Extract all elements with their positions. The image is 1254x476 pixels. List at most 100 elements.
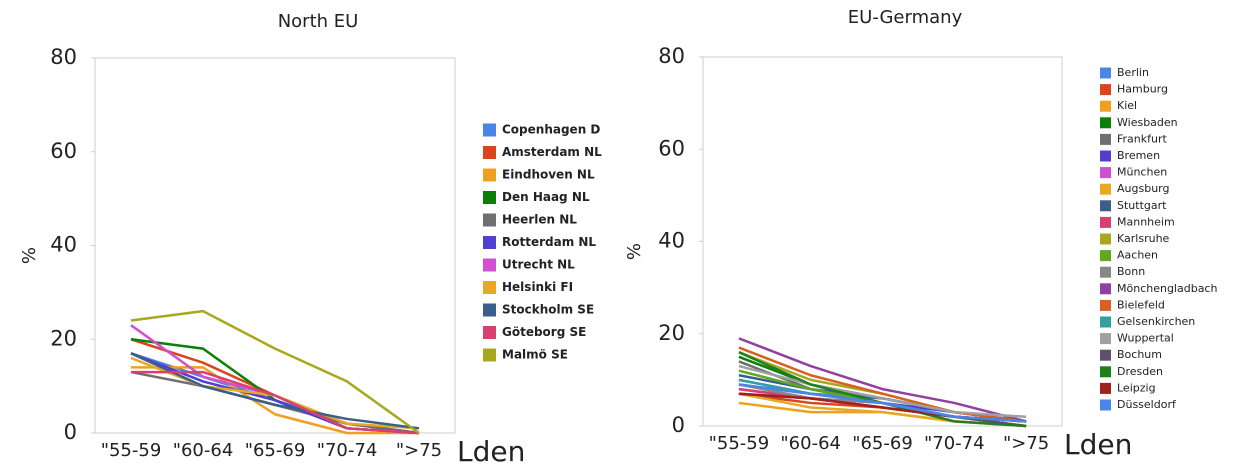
legend-label: Aachen <box>1117 249 1158 262</box>
legend-swatch <box>483 281 496 294</box>
legend-label: Bonn <box>1117 265 1145 278</box>
x-tick-label: ">75 <box>396 440 442 461</box>
legend-swatch <box>483 236 496 249</box>
y-tick-label: 80 <box>658 44 685 68</box>
legend-swatch <box>1100 183 1111 195</box>
legend-swatch <box>483 326 496 339</box>
series-line <box>738 346 1027 423</box>
legend-label: Kiel <box>1117 99 1137 112</box>
x-axis-label: Lden <box>1064 428 1132 461</box>
x-tick-label: "55-59 <box>709 433 770 454</box>
x-tick-label: "55-59 <box>101 440 162 461</box>
y-tick-label: 60 <box>50 139 77 163</box>
series-line <box>130 324 420 435</box>
legend-label: Dresden <box>1117 365 1163 378</box>
legend-label: Berlin <box>1117 66 1149 79</box>
legend-label: Helsinki FI <box>502 280 573 294</box>
series-line <box>738 383 1027 423</box>
legend-swatch <box>1100 150 1111 162</box>
y-tick-label: 40 <box>658 229 685 253</box>
legend-label: Frankfurt <box>1117 132 1167 145</box>
series-line <box>130 352 420 435</box>
legend-swatch <box>483 348 496 362</box>
legend-swatch <box>483 146 496 159</box>
x-tick-label: "70-74 <box>924 433 985 454</box>
legend-label: Heerlen NL <box>502 213 577 227</box>
legend-swatch <box>1100 167 1111 179</box>
legend-swatch <box>1100 333 1111 345</box>
legend-label: Amsterdam NL <box>502 145 602 159</box>
legend-label: Mannheim <box>1117 215 1175 228</box>
legend-label: Leipzig <box>1117 381 1156 394</box>
series-line <box>131 366 419 435</box>
legend-swatch <box>1100 266 1111 278</box>
legend-label: Eindhoven NL <box>502 168 595 182</box>
legend-swatch <box>1100 117 1111 129</box>
y-axis-label: % <box>19 247 40 264</box>
y-axis-label: % <box>624 243 645 260</box>
legend-label: Copenhagen D <box>502 123 600 137</box>
legend-swatch <box>1100 349 1111 361</box>
x-tick-label: "60-64 <box>780 433 841 454</box>
legend-swatch <box>1100 299 1111 311</box>
y-tick-label: 0 <box>64 420 77 444</box>
legend-label: Den Haag NL <box>502 190 590 204</box>
legend-swatch <box>1100 200 1111 212</box>
x-tick-label: "65-69 <box>852 433 913 454</box>
x-tick-label: ">75 <box>1003 433 1049 454</box>
legend-label: Bielefeld <box>1117 298 1165 311</box>
x-tick-label: "60-64 <box>173 440 234 461</box>
series-line <box>130 338 420 435</box>
legend-label: Stuttgart <box>1117 199 1167 212</box>
legend-label: Rotterdam NL <box>502 235 596 249</box>
legend-swatch <box>1100 67 1111 79</box>
series-line <box>130 352 420 430</box>
chart-title: North EU <box>278 11 359 32</box>
legend-swatch <box>1100 233 1111 245</box>
legend-swatch <box>1100 84 1111 96</box>
legend-swatch <box>1100 250 1111 262</box>
legend-label: Göteborg SE <box>502 325 586 339</box>
series-line <box>130 309 420 435</box>
legend-swatch <box>1100 399 1111 411</box>
legend-swatch <box>483 303 496 317</box>
legend-label: Wiesbaden <box>1117 116 1178 129</box>
legend-swatch <box>1100 283 1111 295</box>
legend-swatch <box>1100 100 1111 112</box>
legend-swatch <box>1100 216 1111 228</box>
y-tick-label: 40 <box>50 233 77 257</box>
legend-label: Stockholm SE <box>502 303 594 317</box>
chart-title: EU-Germany <box>848 7 963 28</box>
series-line <box>738 364 1027 419</box>
series-line <box>130 352 420 435</box>
legend-label: Wuppertal <box>1117 332 1174 345</box>
x-axis-label: Lden <box>457 435 525 468</box>
legend-swatch <box>483 123 496 137</box>
y-tick-label: 80 <box>50 45 77 69</box>
legend-label: Hamburg <box>1117 83 1168 96</box>
series-line <box>131 370 420 435</box>
legend-swatch <box>483 191 496 204</box>
legend-label: Bremen <box>1117 149 1160 162</box>
legend-label: Augsburg <box>1117 182 1169 195</box>
legend-swatch <box>1100 382 1111 394</box>
legend-swatch <box>483 168 496 182</box>
legend-swatch <box>483 258 496 272</box>
legend-label: Düsseldorf <box>1117 398 1177 411</box>
y-tick-label: 20 <box>50 326 77 350</box>
legend-label: Bochum <box>1117 348 1162 361</box>
legend-swatch <box>1100 366 1111 378</box>
x-tick-label: "65-69 <box>245 440 306 461</box>
legend-swatch <box>1100 316 1111 328</box>
x-tick-label: "70-74 <box>317 440 378 461</box>
legend-label: Gelsenkirchen <box>1117 315 1195 328</box>
y-tick-label: 20 <box>658 321 685 345</box>
legend-swatch <box>1100 133 1111 145</box>
legend-label: Malmö SE <box>502 348 568 362</box>
y-tick-label: 60 <box>658 136 685 160</box>
legend-label: Utrecht NL <box>502 258 575 272</box>
legend-label: Mönchengladbach <box>1117 282 1217 295</box>
legend-label: München <box>1117 166 1167 179</box>
